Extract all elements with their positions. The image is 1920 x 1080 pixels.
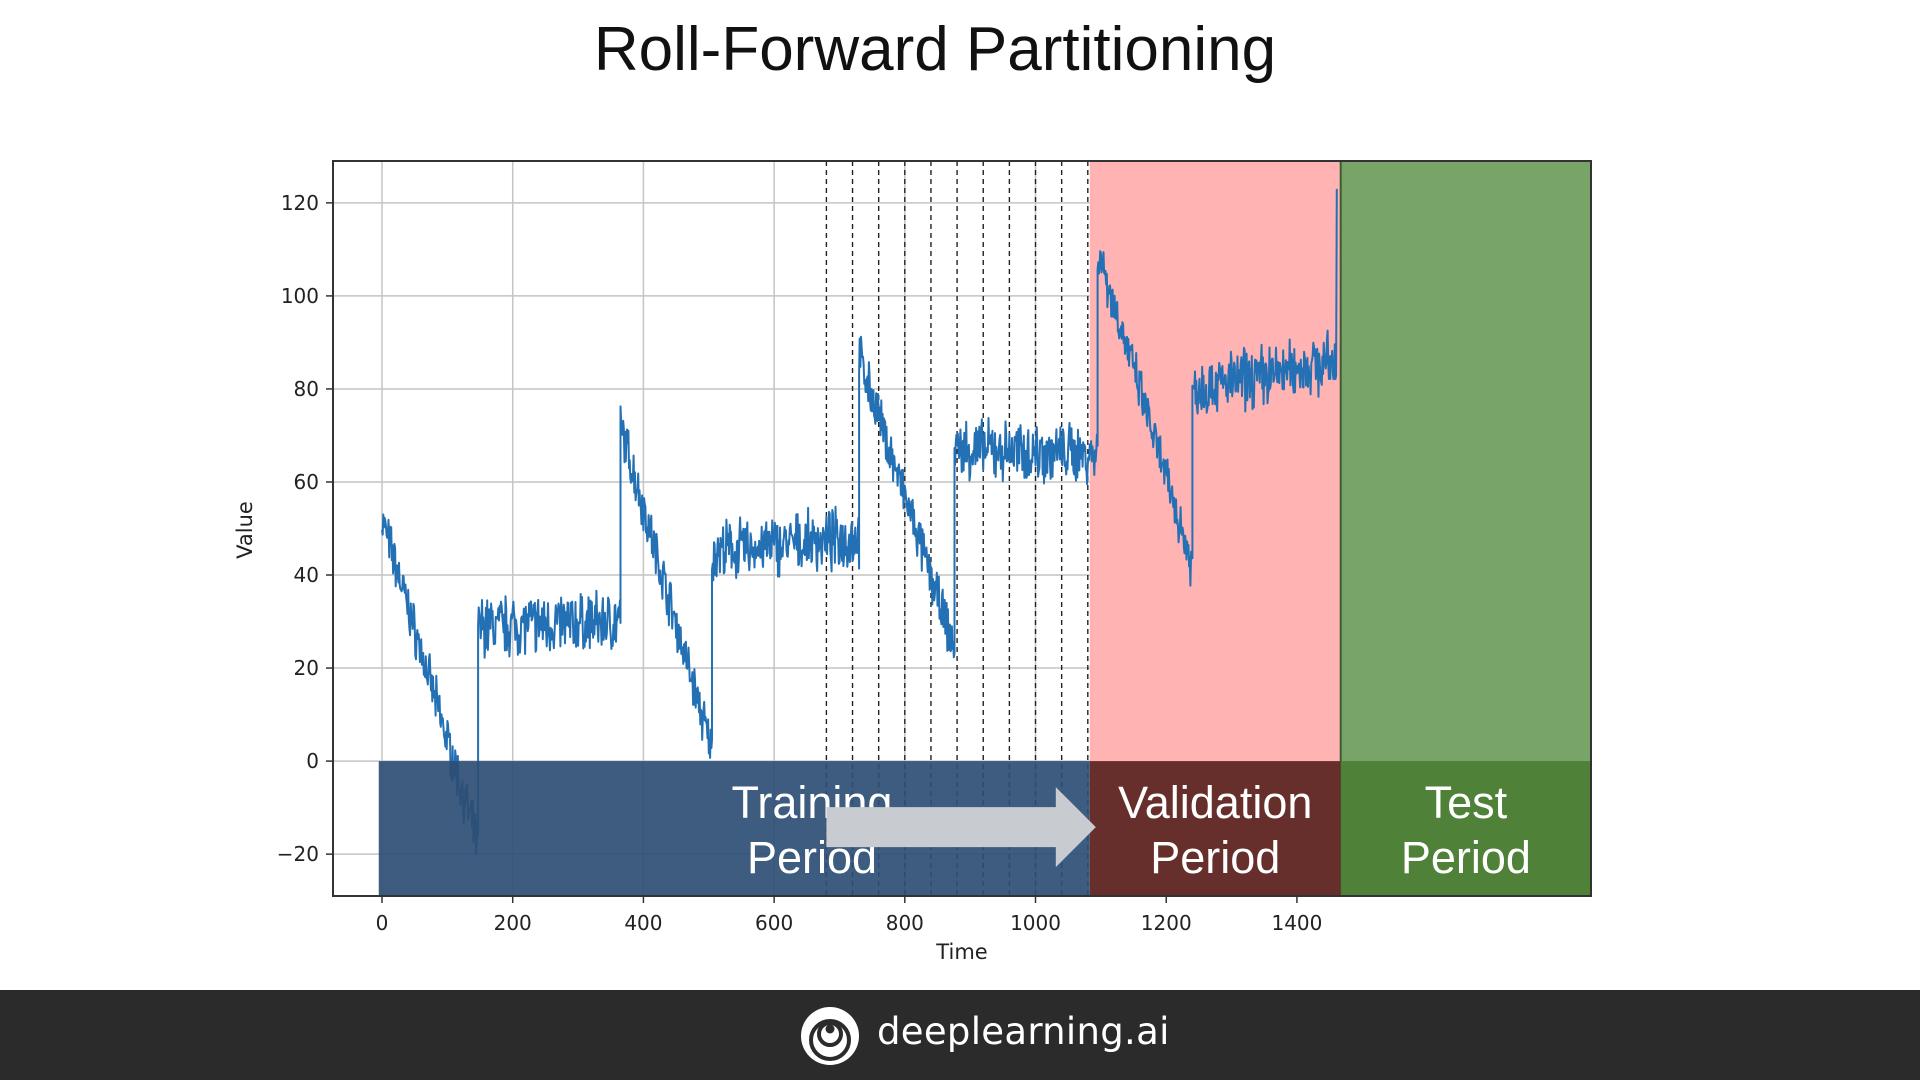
axes: 0 200 400 600 800 1000 1200 1400 −20 0 20 40 60 80 100…	[277, 160, 1592, 935]
y-tick-label: −20	[277, 842, 319, 866]
x-tick-label: 400	[624, 911, 662, 935]
deeplearning-ai-logo-icon	[801, 1007, 859, 1065]
validation-label-line2: Period	[1150, 832, 1280, 883]
footer-brand-text: deeplearning.ai	[877, 1010, 1170, 1053]
x-axis-label: Time	[935, 940, 987, 964]
y-axis-label: Value	[233, 501, 257, 559]
test-period-band	[1340, 761, 1591, 896]
validation-label-line1: Validation	[1118, 777, 1312, 828]
time-series	[381, 188, 1338, 855]
slide-title: Roll-Forward Partitioning	[593, 15, 1277, 84]
y-tick-label: 60	[294, 470, 319, 494]
test-label-line1: Test	[1425, 777, 1508, 828]
plot-frame	[332, 160, 1592, 897]
chart: TrainingPeriodValidationPeriodTestPeriod…	[233, 160, 1592, 964]
x-tick-label: 1400	[1271, 911, 1322, 935]
y-tick-label: 100	[281, 284, 319, 308]
series-line	[381, 188, 1338, 855]
x-tick-label: 0	[376, 911, 389, 935]
x-tick-label: 1000	[1010, 911, 1061, 935]
x-tick-label: 600	[755, 911, 793, 935]
y-tick-label: 80	[294, 377, 319, 401]
validation-period-band	[1089, 761, 1341, 896]
roll-forward-arrow	[826, 787, 1096, 868]
footer-bar: deeplearning.ai	[0, 990, 1920, 1080]
x-tick-label: 200	[494, 911, 532, 935]
y-tick-label: 0	[306, 749, 319, 773]
y-tick-label: 40	[294, 563, 319, 587]
test-label-line2: Period	[1401, 832, 1531, 883]
x-tick-label: 800	[886, 911, 924, 935]
x-tick-label: 1200	[1141, 911, 1192, 935]
y-tick-label: 20	[294, 656, 319, 680]
y-tick-label: 120	[281, 191, 319, 215]
